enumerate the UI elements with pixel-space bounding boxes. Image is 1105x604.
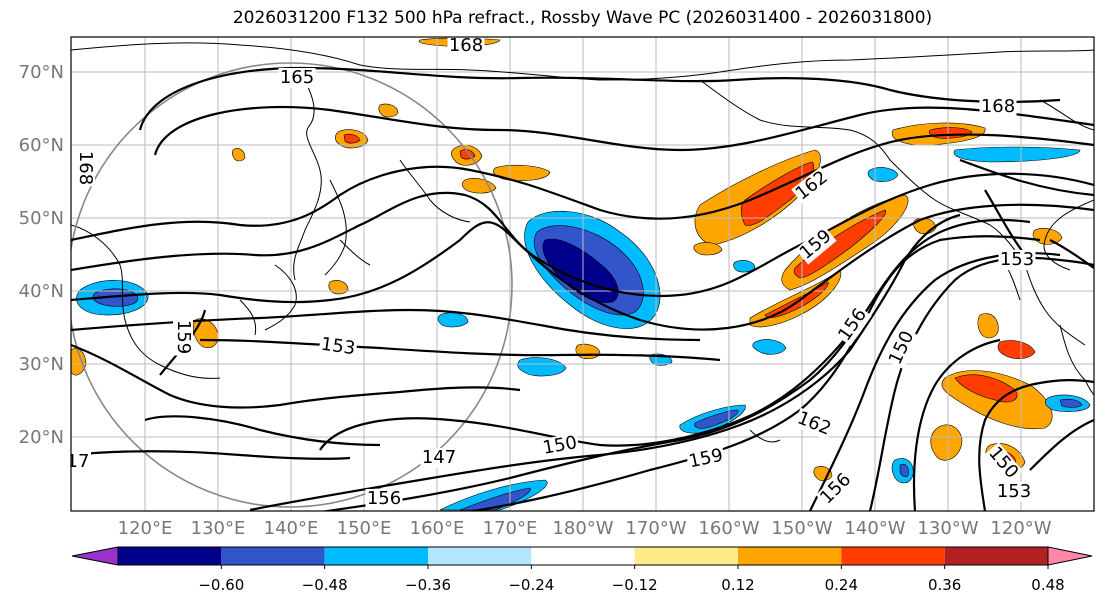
latitude-labels: 70°N 60°N 50°N 40°N 30°N 20°N bbox=[19, 62, 64, 448]
colorbar-max-extension bbox=[1047, 546, 1093, 566]
contour-label-background bbox=[979, 97, 1017, 117]
contour-label: 168 bbox=[75, 151, 96, 185]
contour-label-background bbox=[793, 407, 835, 441]
contour-label: 165 bbox=[280, 67, 314, 88]
contour-label-background bbox=[71, 452, 91, 472]
contour-label-background bbox=[318, 334, 358, 360]
contour-label-background bbox=[447, 37, 485, 56]
lon-label: 150°W bbox=[771, 518, 832, 539]
colorbar-segment bbox=[634, 547, 738, 565]
contour-label-background bbox=[885, 327, 919, 369]
map-title: 2026031200 F132 500 hPa refract., Rossby… bbox=[232, 8, 933, 28]
lon-label: 130°E bbox=[191, 518, 246, 539]
coastlines bbox=[71, 42, 1094, 443]
contour-label-background bbox=[795, 225, 837, 265]
colorbar-tick-label: 0.48 bbox=[1031, 576, 1064, 594]
colorbar-tick-label: −0.48 bbox=[302, 576, 348, 594]
lat-label: 50°N bbox=[19, 208, 64, 229]
contour-label-background bbox=[420, 448, 458, 468]
contour-label-background bbox=[540, 432, 580, 460]
colorbar-frame bbox=[117, 546, 1049, 566]
contour-label: 159 bbox=[173, 320, 194, 354]
contour-label-background bbox=[75, 149, 95, 187]
contour-label: 153 bbox=[320, 334, 357, 360]
contour-label: 168 bbox=[449, 35, 483, 56]
colorbar: −0.60 −0.48 −0.36 −0.24 −0.12 0.12 0.24 0.36 0.4… bbox=[71, 546, 1093, 594]
colorbar-tick-label: 0.12 bbox=[721, 576, 754, 594]
contour-label: 168 bbox=[981, 96, 1015, 117]
colorbar-tick-label: −0.36 bbox=[405, 576, 451, 594]
lat-label: 70°N bbox=[19, 62, 64, 83]
contour-label-background bbox=[998, 250, 1036, 270]
colorbar-tick-label: 0.36 bbox=[928, 576, 961, 594]
lon-label: 120°E bbox=[118, 518, 173, 539]
contour-label-background bbox=[173, 318, 193, 356]
colorbar-segment bbox=[738, 547, 842, 565]
lon-label: 150°E bbox=[337, 518, 392, 539]
lat-label: 20°N bbox=[19, 427, 64, 448]
colorbar-min-extension bbox=[71, 546, 119, 566]
contour-label-background bbox=[983, 442, 1023, 484]
contour-label-background bbox=[685, 445, 727, 473]
colorbar-tick-label: −0.24 bbox=[508, 576, 554, 594]
lon-label: 140°E bbox=[264, 518, 319, 539]
colorbar-tick-label: −0.12 bbox=[612, 576, 658, 594]
contour-label-background bbox=[815, 468, 857, 510]
lon-label: 120°W bbox=[990, 518, 1051, 539]
contour-label: 153 bbox=[997, 481, 1031, 502]
lon-label: 140°W bbox=[844, 518, 905, 539]
contour-label: 147 bbox=[422, 447, 456, 468]
contour-label-background bbox=[278, 68, 316, 88]
colorbar-segment bbox=[324, 547, 428, 565]
reference-circle bbox=[71, 62, 513, 508]
lat-label: 40°N bbox=[19, 281, 64, 302]
contour-label-background bbox=[365, 489, 403, 509]
colorbar-tick-label: 0.24 bbox=[825, 576, 858, 594]
contour-label: 156 bbox=[367, 488, 401, 509]
colorbar-segment bbox=[531, 547, 635, 565]
lon-label: 180°W bbox=[552, 518, 613, 539]
anomaly-fills bbox=[71, 37, 1091, 511]
contour-label: 153 bbox=[1000, 249, 1034, 270]
lon-label: 170°W bbox=[625, 518, 686, 539]
colorbar-segment bbox=[841, 547, 945, 565]
lon-label: 160°W bbox=[698, 518, 759, 539]
colorbar-segment bbox=[428, 547, 532, 565]
contour-label-background bbox=[791, 166, 833, 206]
lat-label: 60°N bbox=[19, 135, 64, 156]
contour-label-background bbox=[995, 482, 1033, 502]
lon-label: 170°E bbox=[483, 518, 538, 539]
contour-label: 17 bbox=[67, 451, 90, 472]
longitude-labels: 120°E 130°E 140°E 150°E 160°E 170°E 180°… bbox=[118, 518, 1052, 539]
map-frame bbox=[70, 36, 1095, 512]
colorbar-tick-label: −0.60 bbox=[198, 576, 244, 594]
colorbar-segment bbox=[118, 547, 222, 565]
lon-label: 130°W bbox=[917, 518, 978, 539]
colorbar-segment bbox=[944, 547, 1048, 565]
height-contours bbox=[71, 66, 1094, 511]
lat-label: 30°N bbox=[19, 354, 64, 375]
contour-label-background bbox=[834, 304, 872, 346]
colorbar-segment bbox=[221, 547, 325, 565]
lon-label: 160°E bbox=[410, 518, 465, 539]
